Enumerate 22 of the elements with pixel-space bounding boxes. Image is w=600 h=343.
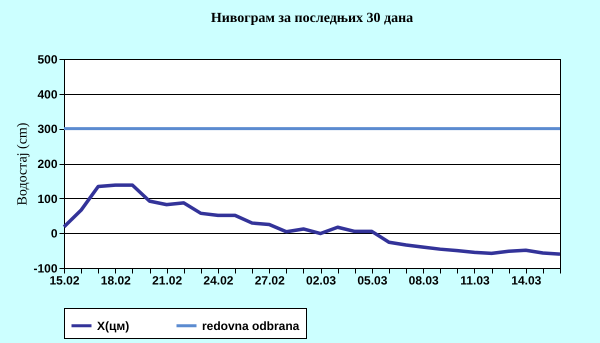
y-tick-label: 100 (37, 192, 58, 206)
legend-label: X(цм) (97, 318, 130, 333)
x-tick-label: 21.02 (152, 274, 182, 288)
chart-title: Нивограм за последњих 30 дана (210, 11, 414, 26)
y-tick-label: 200 (37, 157, 58, 171)
x-tick-label: 11.03 (460, 274, 490, 288)
x-tick-label: 18.02 (100, 274, 132, 288)
x-tick-label: 27.02 (254, 274, 286, 288)
x-tick-label: 14.03 (511, 274, 542, 288)
x-tick-label: 02.03 (306, 274, 336, 288)
y-tick-label: 500 (37, 52, 58, 66)
x-tick-label: 24.02 (203, 274, 234, 288)
y-tick-label: 0 (50, 226, 58, 241)
y-tick-label: 400 (37, 87, 58, 102)
line-series (62, 183, 562, 256)
y-tick-label: 300 (37, 122, 58, 136)
x-tick-label: 08.03 (408, 274, 440, 288)
y-tick-label: -100 (33, 262, 58, 276)
legend-label: redovna odbrana (202, 318, 300, 333)
y-axis-title: Водостај (cm) (15, 122, 30, 206)
x-tick-label: 05.03 (357, 274, 388, 288)
x-tick-label: 15.02 (49, 274, 80, 288)
